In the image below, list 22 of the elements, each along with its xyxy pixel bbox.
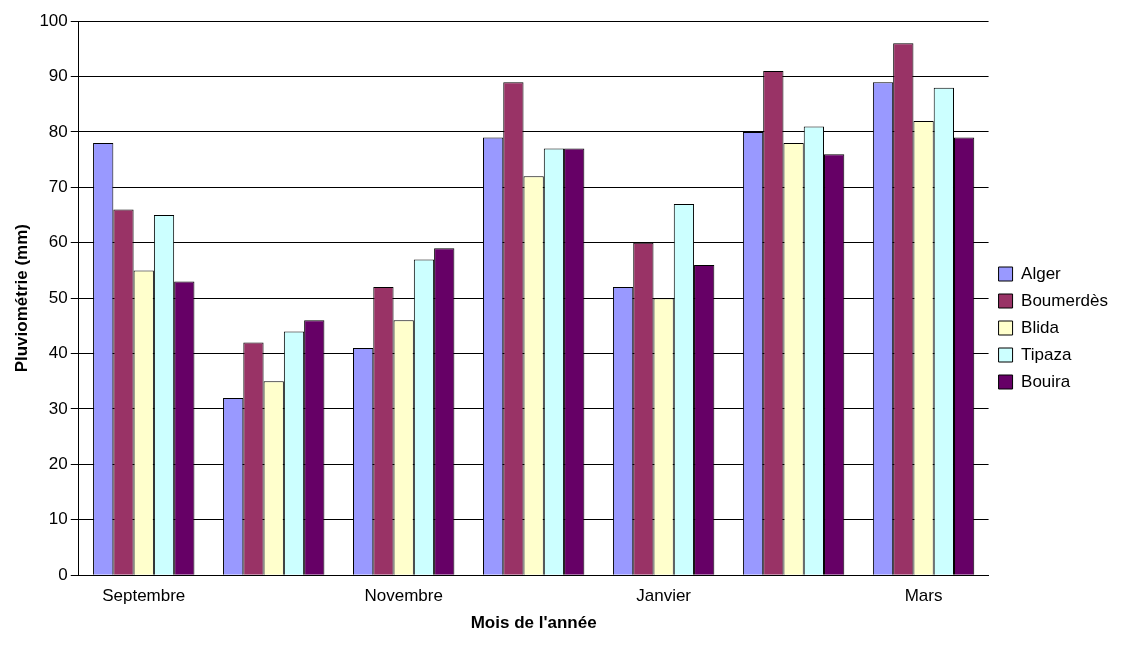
legend-label: Tipaza — [1021, 344, 1073, 364]
x-axis-title: Mois de l'année — [470, 613, 597, 633]
x-tick-label: Janvier — [636, 586, 692, 606]
y-tick-label: 90 — [48, 66, 68, 86]
y-tick-label: 60 — [48, 232, 68, 252]
legend-label: Alger — [1021, 263, 1062, 283]
legend-label: Blida — [1021, 317, 1060, 337]
x-tick-label: Septembre — [102, 586, 186, 606]
y-tick-label: 50 — [48, 287, 68, 307]
y-tick-label: 0 — [58, 564, 68, 584]
y-tick-label: 40 — [48, 343, 68, 363]
y-tick-label: 10 — [48, 509, 68, 529]
legend-label: Boumerdès — [1021, 290, 1108, 310]
y-tick-label: 30 — [48, 398, 68, 418]
y-tick-label: 70 — [48, 177, 68, 197]
y-axis-title: Pluviométrie (mm) — [11, 224, 31, 373]
y-tick-label: 100 — [39, 10, 68, 30]
x-tick-label: Mars — [904, 586, 943, 606]
y-tick-label: 80 — [48, 121, 68, 141]
legend-label: Bouira — [1021, 371, 1071, 391]
y-tick-label: 20 — [48, 454, 68, 474]
x-tick-label: Novembre — [364, 586, 443, 606]
